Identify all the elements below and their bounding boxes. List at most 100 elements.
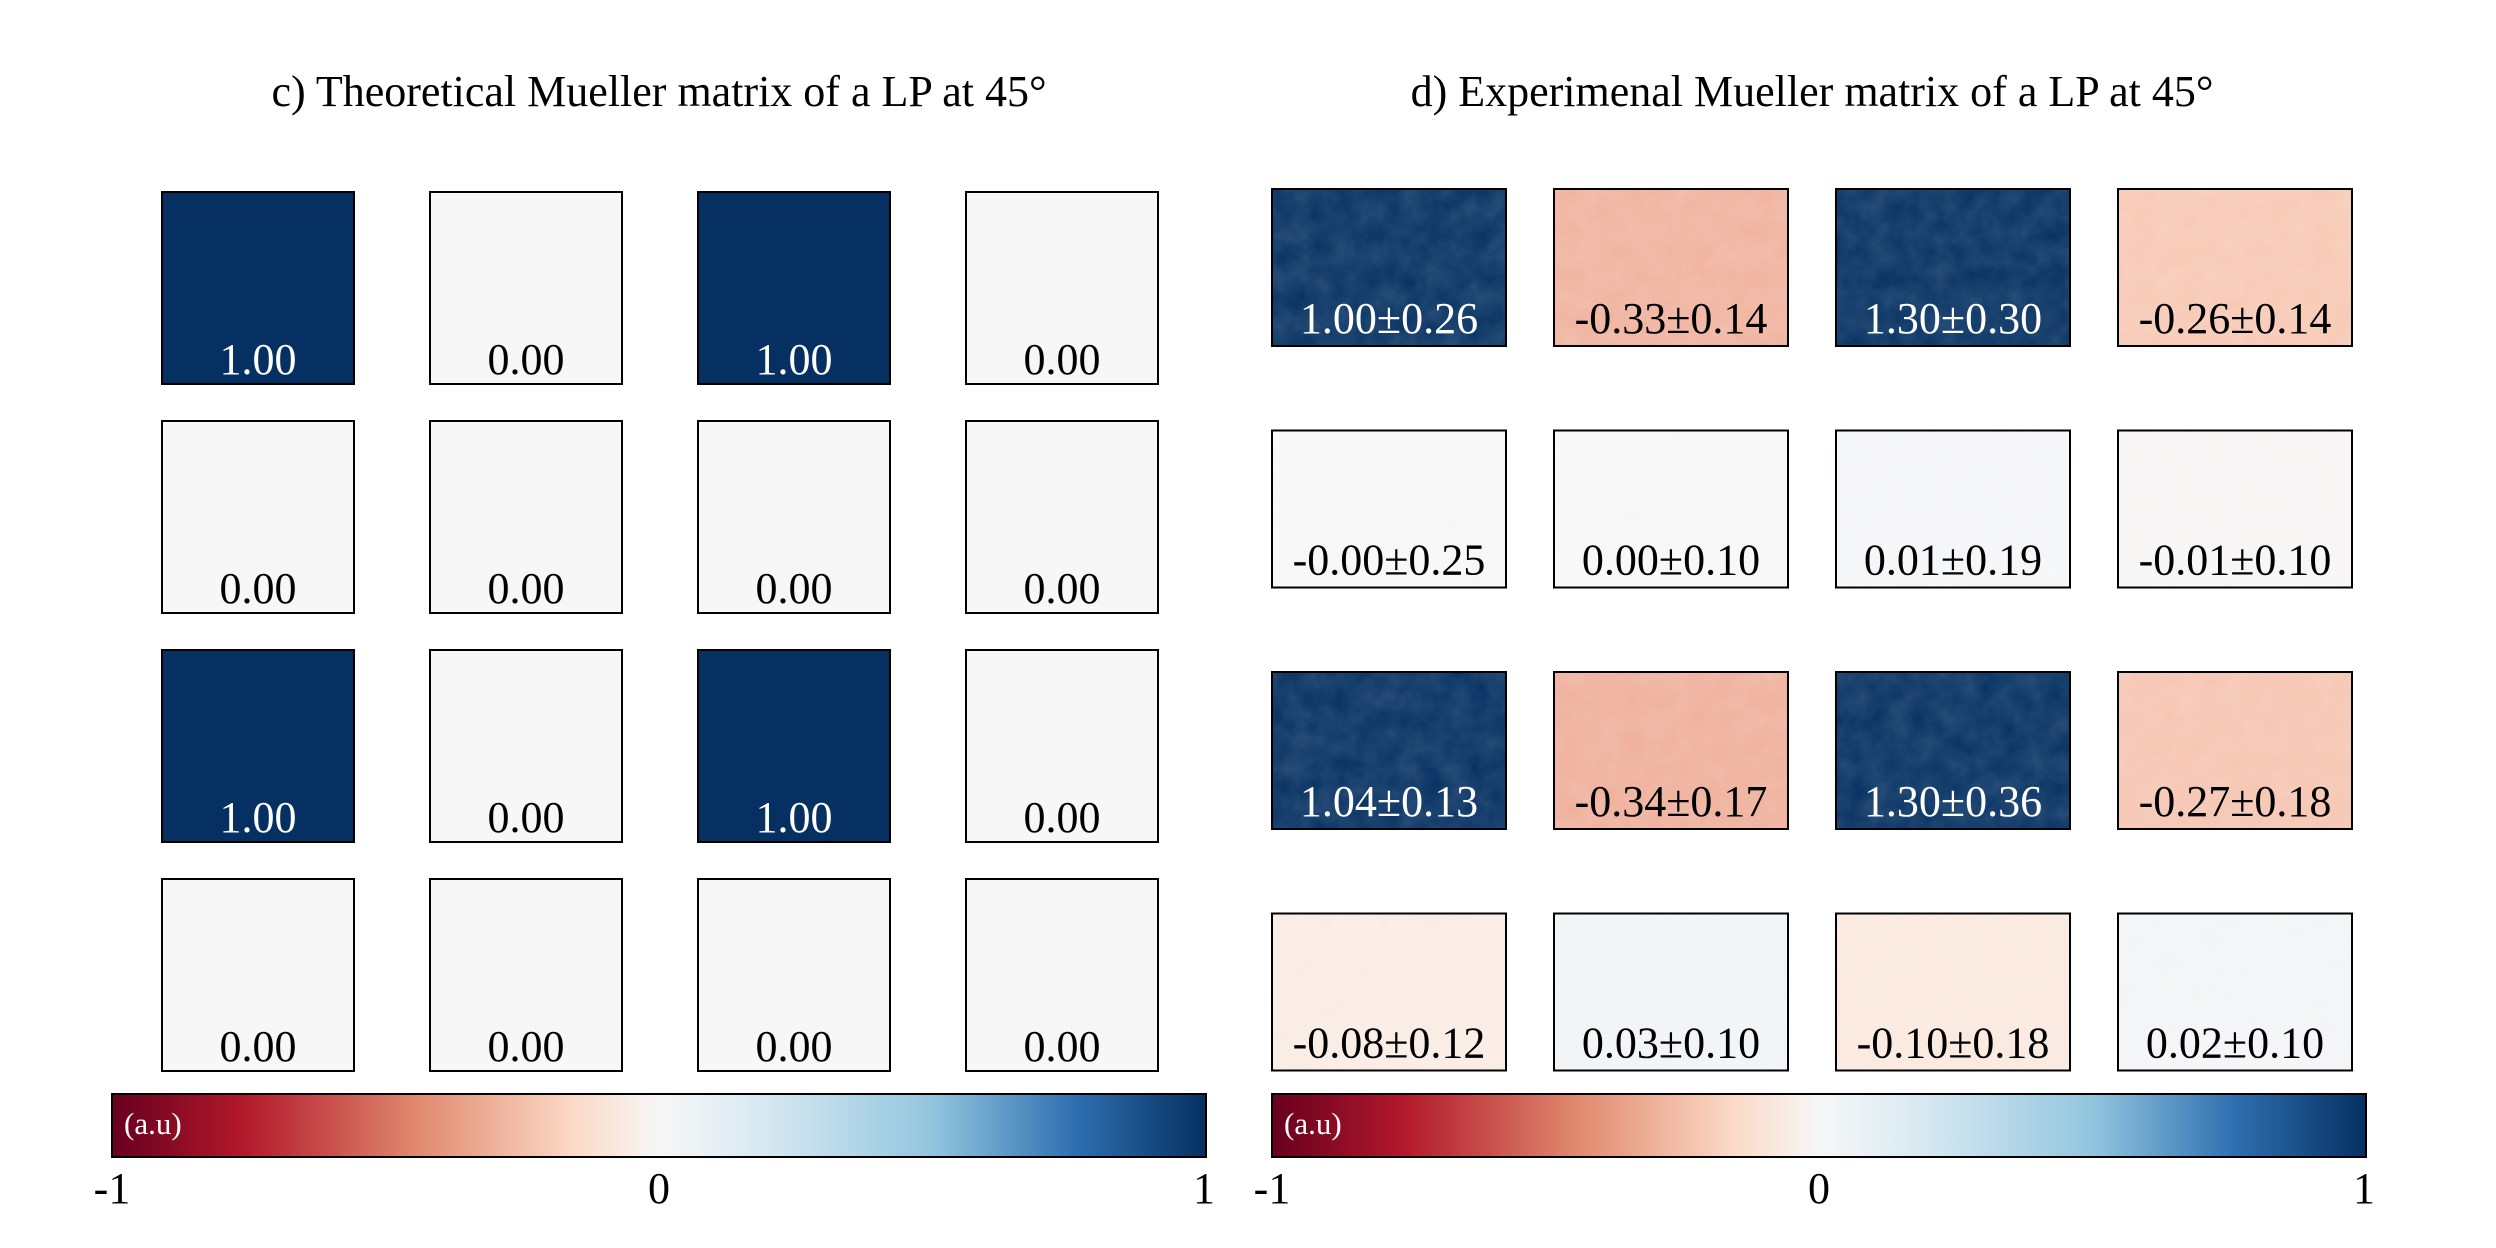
panel-d-cell-label: -0.27±0.18 xyxy=(2139,777,2332,826)
panel-d-cell-texture xyxy=(1554,913,1788,1071)
panel-d-cell-border xyxy=(2117,671,2353,830)
panel-c-cell-fill xyxy=(966,421,1158,613)
panel-c-cell-border xyxy=(965,878,1159,1072)
panel-c-cell-r3-c2: 0.00 xyxy=(429,649,623,843)
panel-d-cell-r2-c1: -0.00±0.25 xyxy=(1271,429,1507,589)
panel-d-cell-label: 0.02±0.10 xyxy=(2146,1019,2324,1068)
panel-c-cell-label: 0.00 xyxy=(1024,564,1101,613)
panel-c-cell-border xyxy=(429,191,623,385)
panel-c-cell-fill xyxy=(430,192,622,384)
colorbar-c-tick-min: -1 xyxy=(93,1164,131,1213)
panel-c-cell-label: 0.00 xyxy=(488,1022,565,1071)
panel-c-cell-label: 0.00 xyxy=(220,564,297,613)
panel-c-cell-fill xyxy=(162,650,354,842)
panel-c-cell-border xyxy=(697,649,891,843)
panel-c-cell-border xyxy=(161,420,355,614)
panel-d-cell-texture xyxy=(1836,430,2070,588)
panel-c-cell-border xyxy=(161,649,355,843)
panel-d-cell-border xyxy=(1271,429,1507,589)
panel-c-title: c) Theoretical Mueller matrix of a LP at… xyxy=(271,67,1047,116)
panel-c-theoretical: 1.00 0.00 1.00 0.00 0.00 0.00 0.00 0.00 1.00 0.00… xyxy=(161,191,1159,1072)
panel-c-cell-border xyxy=(429,420,623,614)
panel-c-cell-border xyxy=(697,191,891,385)
colorbar-c-tick-mid: 0 xyxy=(648,1164,670,1213)
panel-c-cell-fill xyxy=(966,650,1158,842)
panel-c-cell-label: 1.00 xyxy=(220,793,297,842)
panel-d-cell-r1-c3: 1.30±0.30 xyxy=(1835,188,2071,347)
panel-d-cell-r1-c2: -0.33±0.14 xyxy=(1553,188,1789,347)
panel-c-cell-border xyxy=(965,649,1159,843)
panel-d-title: d) Experimenal Mueller matrix of a LP at… xyxy=(1410,67,2214,116)
panel-c-cell-r4-c2: 0.00 xyxy=(429,878,623,1072)
panel-c-cell-border xyxy=(965,191,1159,385)
panel-d-cell-texture xyxy=(2118,672,2352,829)
panel-c-cell-label: 0.00 xyxy=(220,1022,297,1071)
panel-d-cell-border xyxy=(1835,429,2071,589)
panel-c-cell-fill xyxy=(966,879,1158,1071)
panel-d-cell-r2-c2: 0.00±0.10 xyxy=(1553,429,1789,589)
panel-d-cell-label: -0.33±0.14 xyxy=(1575,294,1768,343)
panel-c-cell-label: 0.00 xyxy=(488,335,565,384)
panel-c-cell-border xyxy=(697,878,891,1072)
colorbar-d-tick-max: 1 xyxy=(2353,1164,2375,1213)
panel-d-cell-border xyxy=(1835,912,2071,1072)
panel-d-cell-r2-c4: -0.01±0.10 xyxy=(2117,429,2353,589)
panel-c-cell-label: 1.00 xyxy=(756,335,833,384)
panel-d-cell-texture xyxy=(2118,913,2352,1071)
panel-c-cell-label: 0.00 xyxy=(1024,335,1101,384)
panel-d-cell-texture xyxy=(1836,189,2070,346)
panel-c-cell-fill xyxy=(698,879,890,1071)
panel-d-cell-r4-c3: -0.10±0.18 xyxy=(1835,912,2071,1072)
panel-c-cell-r2-c4: 0.00 xyxy=(965,420,1159,614)
panel-c-cell-border xyxy=(161,191,355,385)
panel-d-cell-r1-c4: -0.26±0.14 xyxy=(2117,188,2353,347)
panel-d-cell-label: -0.00±0.25 xyxy=(1293,536,1486,585)
panel-d-cell-border xyxy=(1271,188,1507,347)
colorbar-c-tick-max: 1 xyxy=(1193,1164,1215,1213)
panel-d-cell-texture xyxy=(1836,913,2070,1071)
panel-d-cell-label: 0.00±0.10 xyxy=(1582,536,1760,585)
panel-c-cell-fill xyxy=(162,879,354,1071)
panel-c-cell-fill xyxy=(430,879,622,1071)
panel-d-cell-border xyxy=(1553,188,1789,347)
panel-c-cell-r1-c4: 0.00 xyxy=(965,191,1159,385)
panel-d-cell-texture xyxy=(1554,189,1788,346)
panel-d-cell-border xyxy=(1553,912,1789,1072)
panel-d-cell-border xyxy=(1271,912,1507,1072)
panel-c-cell-label: 1.00 xyxy=(220,335,297,384)
panel-d-cell-r1-c1: 1.00±0.26 xyxy=(1271,188,1507,347)
panel-d-cell-label: -0.34±0.17 xyxy=(1575,777,1768,826)
panel-d-cell-border xyxy=(1553,429,1789,589)
panel-c-cell-border xyxy=(429,649,623,843)
panel-d-cell-border xyxy=(2117,188,2353,347)
panel-c-cell-fill xyxy=(162,192,354,384)
panel-d-cell-texture xyxy=(1272,189,1506,346)
panel-c-cell-r2-c2: 0.00 xyxy=(429,420,623,614)
panel-d-cell-r3-c4: -0.27±0.18 xyxy=(2117,671,2353,830)
panel-d-cell-border xyxy=(2117,912,2353,1072)
colorbar-d-unit: (a.u) xyxy=(1284,1106,1342,1141)
panel-c-cell-border xyxy=(965,420,1159,614)
panel-c-cell-label: 0.00 xyxy=(756,564,833,613)
panel-c-cell-fill xyxy=(698,421,890,613)
colorbar-d xyxy=(1271,1093,2367,1158)
panel-c-cell-r3-c3: 1.00 xyxy=(697,649,891,843)
panel-c-cell-fill xyxy=(698,650,890,842)
panel-d-cell-r2-c3: 0.01±0.19 xyxy=(1835,429,2071,589)
panel-d-cell-border xyxy=(2117,429,2353,589)
panel-c-cell-r3-c4: 0.00 xyxy=(965,649,1159,843)
panel-c-cell-r4-c4: 0.00 xyxy=(965,878,1159,1072)
panel-d-cell-label: 0.01±0.19 xyxy=(1864,536,2042,585)
panel-d-cell-texture xyxy=(1272,913,1506,1071)
panel-d-cell-r3-c3: 1.30±0.36 xyxy=(1835,671,2071,830)
panel-c-cell-r4-c1: 0.00 xyxy=(161,878,355,1072)
panel-d-cell-label: 1.30±0.30 xyxy=(1864,294,2042,343)
panel-c-cell-label: 0.00 xyxy=(1024,1022,1101,1071)
panel-c-cell-fill xyxy=(162,421,354,613)
panel-d-cell-r3-c2: -0.34±0.17 xyxy=(1553,671,1789,830)
panel-d-cell-label: -0.01±0.10 xyxy=(2139,536,2332,585)
panel-d-cell-texture xyxy=(1272,430,1506,588)
panel-d-experimental: 1.00±0.26 -0.33±0.14 1.30±0.30 -0.26±0.14 -0… xyxy=(1271,188,2353,1072)
panel-d-cell-border xyxy=(1553,671,1789,830)
panel-d-cell-border xyxy=(1271,671,1507,830)
